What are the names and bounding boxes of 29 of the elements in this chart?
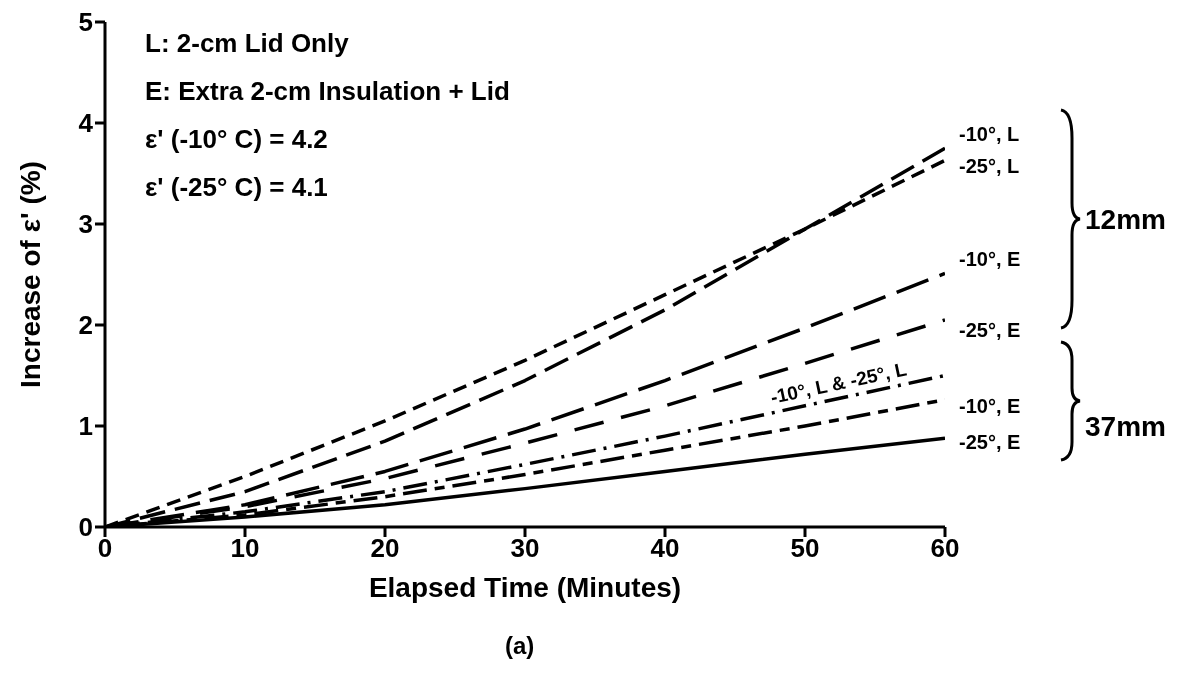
y-tick-label: 4 [78,108,94,139]
x-axis-title: Elapsed Time (Minutes) [368,572,682,603]
series-label: -10°, E [959,394,1021,417]
text: 37mm [1085,410,1166,444]
x-tick-label: 40 [650,533,680,564]
y-tick-label: 0 [78,512,93,543]
y-tick-label: 3 [78,209,93,240]
annotation: L: 2-cm Lid Only [145,28,349,60]
series-label: -25°, E [959,318,1021,341]
y-tick-label: 1 [78,411,93,442]
y-axis-title: Increase of ε' (%) [14,161,46,388]
x-tick-label: 0 [97,533,113,564]
y-tick-label: 5 [78,7,93,38]
annotation: ε' (-10° C) = 4.2 [145,124,328,156]
text: -10°, L & -25°, L [768,358,909,408]
series-label: -10°, E [959,248,1021,271]
x-tick-label: 10 [230,533,260,564]
x-tick-label: 50 [790,533,820,564]
series-label: -25°, L [959,155,1020,178]
x-tick-label: 20 [370,533,400,564]
x-tick-label: 60 [930,533,960,564]
x-tick-label: 30 [510,533,540,564]
text: 12mm [1085,203,1166,237]
y-tick-label: 2 [78,310,93,341]
annotation: E: Extra 2-cm Insulation + Lid [145,76,510,108]
text: (a) [505,632,535,661]
series-label: -25°, E [959,431,1021,454]
series-label: -10°, L [959,123,1020,146]
annotation: ε' (-25° C) = 4.1 [145,172,328,204]
